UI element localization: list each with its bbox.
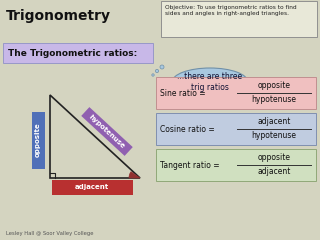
Text: opposite: opposite	[35, 123, 41, 157]
Text: opposite: opposite	[258, 154, 291, 162]
Text: Lesley Hall @ Soor Valley College: Lesley Hall @ Soor Valley College	[6, 230, 93, 235]
Text: opposite: opposite	[258, 82, 291, 90]
Text: adjacent: adjacent	[257, 168, 291, 176]
Text: The Trigonometric ratios:: The Trigonometric ratios:	[8, 48, 137, 58]
Text: hypotenuse: hypotenuse	[252, 96, 297, 104]
Text: adjacent: adjacent	[75, 184, 109, 190]
FancyBboxPatch shape	[3, 43, 153, 63]
Wedge shape	[129, 172, 140, 178]
FancyBboxPatch shape	[156, 113, 316, 145]
FancyBboxPatch shape	[156, 149, 316, 181]
FancyBboxPatch shape	[81, 107, 133, 156]
Circle shape	[156, 69, 159, 72]
Text: Objective: To use trigonometric ratios to find
sides and angles in right-angled : Objective: To use trigonometric ratios t…	[165, 5, 297, 16]
FancyBboxPatch shape	[161, 1, 317, 37]
Text: adjacent: adjacent	[257, 118, 291, 126]
Text: Cosine ratio =: Cosine ratio =	[160, 125, 215, 133]
Text: ...there are three
trig ratios: ...there are three trig ratios	[177, 72, 243, 92]
Text: hypotenuse: hypotenuse	[88, 114, 126, 150]
FancyBboxPatch shape	[156, 77, 316, 109]
Circle shape	[152, 74, 154, 76]
Text: Sine ratio =: Sine ratio =	[160, 89, 206, 97]
Text: Tangent ratio =: Tangent ratio =	[160, 161, 220, 169]
Circle shape	[160, 65, 164, 69]
Ellipse shape	[172, 68, 248, 96]
FancyBboxPatch shape	[31, 112, 44, 168]
Text: hypotenuse: hypotenuse	[252, 132, 297, 140]
Text: Trigonometry: Trigonometry	[6, 9, 111, 23]
FancyBboxPatch shape	[52, 180, 132, 194]
